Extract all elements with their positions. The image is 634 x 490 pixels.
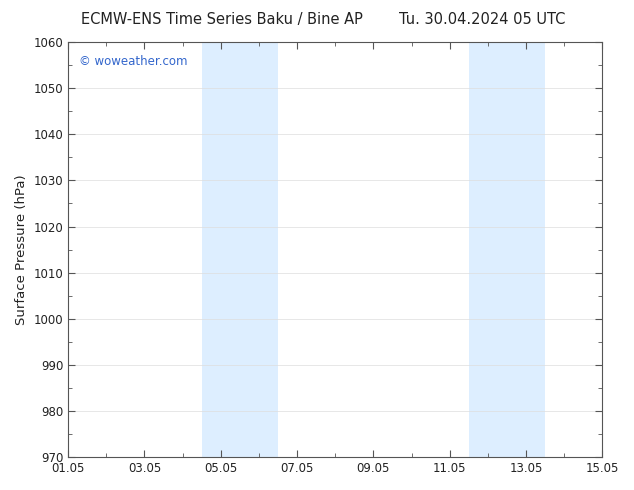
Text: © woweather.com: © woweather.com xyxy=(79,54,188,68)
Bar xyxy=(240,42,278,457)
Bar xyxy=(507,42,545,457)
Bar xyxy=(469,42,507,457)
Bar xyxy=(202,42,240,457)
Text: Tu. 30.04.2024 05 UTC: Tu. 30.04.2024 05 UTC xyxy=(399,12,565,27)
Text: ECMW-ENS Time Series Baku / Bine AP: ECMW-ENS Time Series Baku / Bine AP xyxy=(81,12,363,27)
Y-axis label: Surface Pressure (hPa): Surface Pressure (hPa) xyxy=(15,174,28,325)
